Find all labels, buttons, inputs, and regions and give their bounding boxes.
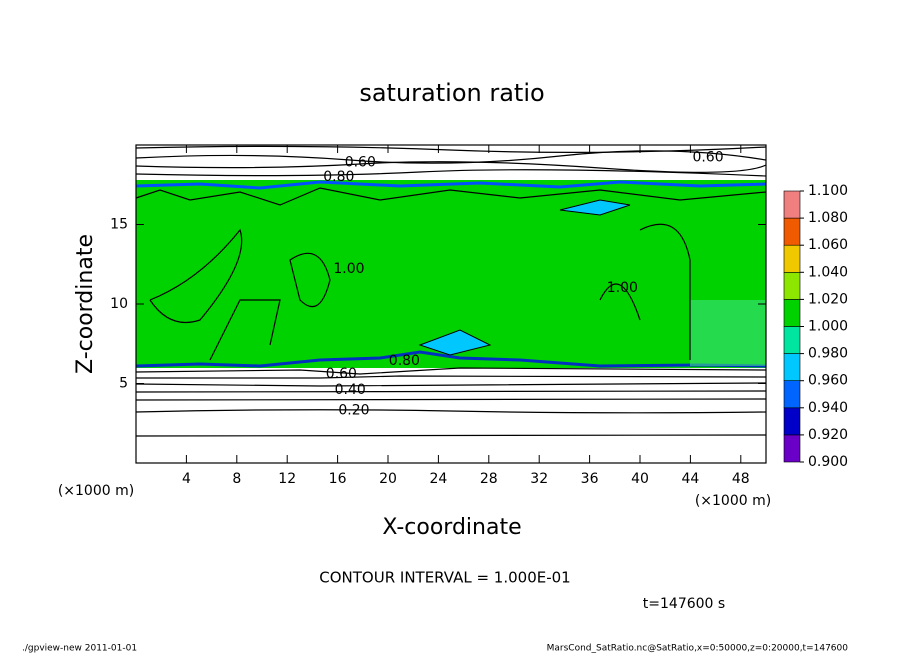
colorbar-label: 0.980 — [808, 346, 848, 362]
contours — [135, 145, 767, 437]
y-unit: (×1000 m) — [58, 483, 134, 499]
patch — [418, 199, 631, 356]
colorbar-cell — [783, 326, 801, 354]
contour-label: 1.00 — [333, 261, 364, 277]
colorbar-label: 0.940 — [808, 400, 848, 416]
colorbar-cell — [783, 217, 801, 246]
x-tick-label: 12 — [278, 471, 296, 487]
colorbar-cell — [783, 271, 801, 300]
x-tick-label: 28 — [480, 471, 498, 487]
colorbar-label: 1.020 — [808, 291, 848, 307]
x-tick-label: 40 — [631, 471, 649, 487]
y-axis-label: Z-coordinate — [73, 234, 98, 374]
y-tick-label: 5 — [119, 376, 128, 392]
colorbar-label: 0.900 — [808, 454, 848, 470]
x-tick-label: 44 — [681, 471, 699, 487]
x-tick-label: 48 — [732, 471, 750, 487]
y-tick-label: 15 — [110, 217, 128, 233]
patch — [690, 300, 766, 366]
x-tick-label: 36 — [581, 471, 599, 487]
contour-label: 1.00 — [607, 280, 638, 296]
y-tick-label: 10 — [110, 296, 128, 312]
time-label: t=147600 s — [643, 596, 725, 612]
colorbar-cell — [783, 407, 801, 436]
x-tick-label: 32 — [530, 471, 548, 487]
colorbar-label: 1.080 — [808, 210, 848, 226]
contour-label: 0.60 — [345, 154, 376, 170]
chart-title: saturation ratio — [359, 79, 544, 107]
colorbar-cell — [783, 244, 801, 273]
program-label: ./gpview-new 2011-01-01 — [22, 644, 137, 654]
colorbar-label: 1.100 — [808, 183, 848, 199]
colorbar-cell — [783, 190, 801, 219]
contour-label: 0.80 — [389, 353, 420, 369]
contour-label: 0.60 — [692, 150, 723, 166]
x-tick-label: 8 — [232, 471, 241, 487]
x-tick-label: 4 — [182, 471, 191, 487]
x-tick-label: 24 — [429, 471, 447, 487]
source-label: MarsCond_SatRatio.nc@SatRatio,x=0:50000,… — [547, 644, 849, 654]
colorbar-label: 1.000 — [808, 319, 848, 335]
colorbar-label: 0.920 — [808, 427, 848, 443]
contour-interval: CONTOUR INTERVAL = 1.000E-01 — [319, 569, 570, 587]
field — [135, 145, 767, 437]
contour-label: 0.20 — [338, 403, 369, 419]
edge-band — [135, 180, 767, 190]
colorbar-label: 1.040 — [808, 264, 848, 280]
edge-band — [135, 350, 767, 368]
colorbar-label: 0.960 — [808, 373, 848, 389]
x-tick-label: 16 — [329, 471, 347, 487]
colorbar-cell — [783, 380, 801, 409]
x-unit: (×1000 m) — [695, 493, 771, 509]
colorbar-cell — [783, 434, 801, 463]
colorbar-cell — [783, 353, 801, 382]
x-tick-label: 20 — [379, 471, 397, 487]
contour-label: 0.60 — [326, 366, 357, 382]
colorbar-cell — [783, 299, 801, 327]
colorbar-label: 1.060 — [808, 237, 848, 253]
contour-label: 0.80 — [323, 169, 354, 185]
x-axis-label: X-coordinate — [382, 515, 521, 540]
contour-label: 0.40 — [335, 382, 366, 398]
